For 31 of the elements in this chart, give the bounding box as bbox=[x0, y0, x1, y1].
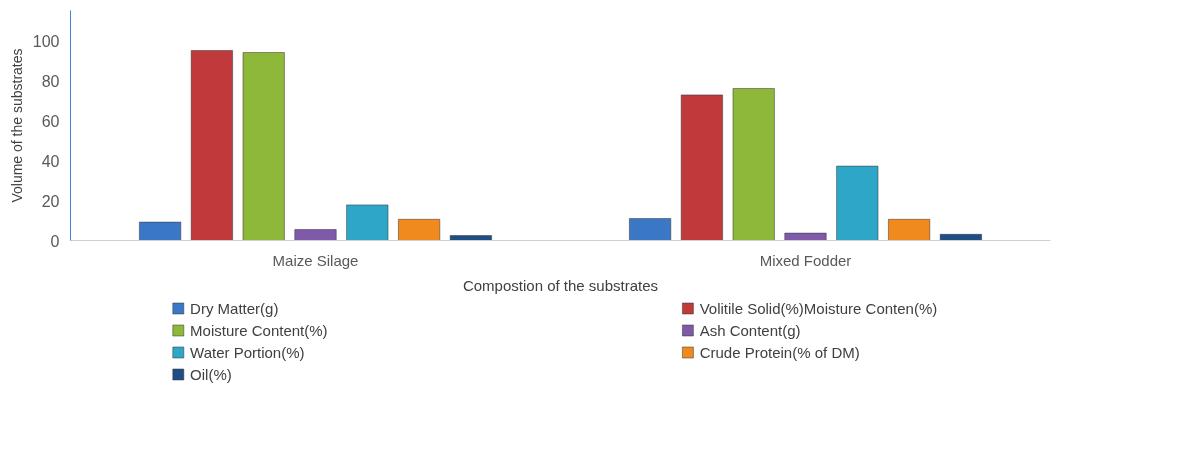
bar bbox=[242, 52, 285, 241]
legend-label: Water Portion(%) bbox=[190, 344, 305, 361]
legend-label: Crude Protein(% of DM) bbox=[699, 344, 860, 361]
y-axis-title: Volume of the substrates bbox=[8, 48, 25, 203]
legend-label: Volitile Solid(%)Moisture Conten(%) bbox=[699, 300, 938, 317]
y-tick-label: 60 bbox=[41, 112, 60, 130]
bar bbox=[190, 50, 233, 241]
legend-label: Dry Matter(g) bbox=[190, 300, 279, 317]
legend-label: Moisture Content(%) bbox=[190, 322, 328, 339]
bar bbox=[346, 204, 389, 241]
y-tick-label: 100 bbox=[32, 32, 60, 50]
y-tick-label: 20 bbox=[41, 192, 60, 210]
bar bbox=[888, 219, 931, 241]
bar bbox=[294, 229, 337, 241]
legend-label: Ash Content(g) bbox=[699, 322, 801, 339]
legend-label: Oil(%) bbox=[190, 366, 232, 383]
bar bbox=[732, 88, 775, 241]
bar bbox=[139, 221, 182, 241]
bar bbox=[836, 165, 879, 241]
bar bbox=[939, 234, 982, 241]
x-axis-title: Compostion of the substrates bbox=[462, 276, 659, 294]
y-tick-label: 80 bbox=[41, 72, 60, 90]
bar bbox=[784, 232, 827, 241]
bar bbox=[398, 219, 441, 241]
bar bbox=[680, 94, 723, 241]
x-tick-label: Mixed Fodder bbox=[759, 251, 852, 269]
y-tick-label: 0 bbox=[50, 232, 60, 250]
bar bbox=[629, 218, 672, 241]
bar bbox=[449, 235, 492, 241]
x-tick-label: Maize Silage bbox=[272, 251, 359, 269]
y-tick-label: 40 bbox=[41, 152, 60, 170]
